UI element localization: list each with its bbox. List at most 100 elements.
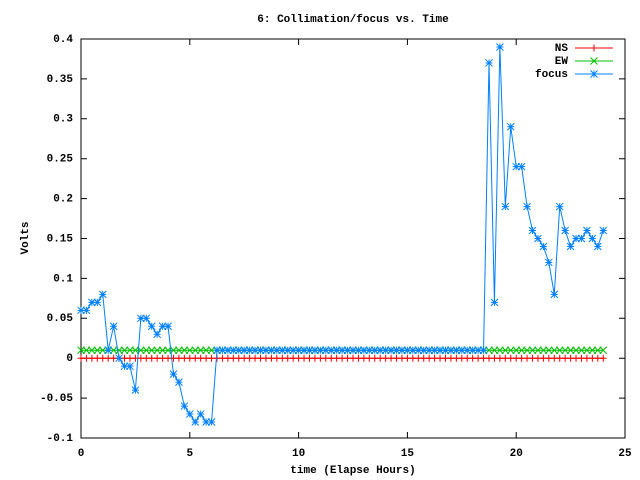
data-point [436, 346, 444, 355]
data-point [272, 346, 281, 355]
data-point [485, 346, 493, 355]
data-point [142, 346, 151, 355]
data-point [88, 298, 96, 307]
data-point [599, 346, 608, 355]
y-tick-label: 0.3 [53, 114, 73, 126]
data-point [115, 354, 123, 363]
data-point [468, 346, 477, 355]
data-point [392, 346, 401, 355]
data-point [539, 242, 548, 251]
data-point [289, 346, 298, 355]
data-point [158, 322, 167, 331]
data-point [240, 346, 249, 355]
data-point [120, 346, 129, 355]
legend-marker [590, 70, 598, 78]
data-point [267, 346, 276, 355]
data-point [349, 346, 357, 355]
data-point [224, 346, 232, 355]
data-point [169, 370, 178, 379]
data-point [550, 290, 559, 299]
data-point [93, 298, 102, 307]
series-line [81, 46, 604, 423]
data-point [490, 346, 499, 355]
data-point [506, 122, 515, 131]
x-tick-label: 10 [292, 448, 305, 460]
data-point [583, 346, 591, 355]
data-point [544, 346, 553, 355]
data-point [262, 346, 270, 355]
data-point [376, 346, 385, 355]
y-tick-label: 0.15 [47, 233, 74, 245]
data-point [218, 346, 227, 355]
data-point [251, 346, 259, 355]
data-point [82, 306, 91, 315]
data-point [147, 322, 156, 331]
data-point [327, 346, 336, 355]
data-point [408, 346, 417, 355]
data-point [175, 378, 183, 386]
x-tick-label: 25 [618, 448, 632, 460]
legend-marker [590, 44, 598, 52]
series [77, 43, 608, 426]
data-point [338, 346, 346, 355]
data-point [354, 346, 363, 355]
y-tick-label: 0.25 [47, 154, 74, 166]
data-point [185, 346, 194, 355]
data-point [104, 346, 113, 355]
data-point [561, 226, 570, 235]
plot-frame [80, 38, 626, 439]
data-point [256, 346, 265, 355]
data-point [534, 346, 542, 355]
data-point [506, 346, 515, 355]
data-point [544, 258, 553, 267]
data-point [98, 290, 107, 299]
data-point [136, 314, 145, 323]
data-point [278, 346, 287, 355]
data-point [555, 202, 564, 211]
y-tick-label: 0 [66, 353, 73, 365]
data-point [474, 346, 482, 355]
data-point [414, 346, 423, 355]
x-axis-label: time (Elapse Hours) [290, 465, 415, 477]
data-point [496, 43, 504, 51]
data-point [577, 346, 586, 355]
data-point [131, 386, 140, 394]
data-point [109, 346, 118, 355]
data-point [213, 346, 221, 355]
data-point [430, 346, 439, 355]
data-point [82, 346, 91, 355]
data-point [360, 346, 368, 355]
data-point [572, 346, 580, 355]
data-point [512, 346, 521, 355]
data-point [512, 162, 521, 171]
data-point [599, 226, 608, 235]
data-point [501, 202, 510, 211]
x-tick-label: 20 [510, 448, 523, 460]
data-point [398, 346, 406, 355]
data-point [245, 346, 254, 355]
data-point [593, 346, 602, 355]
data-point [343, 346, 352, 355]
data-point [441, 346, 450, 355]
data-point [115, 346, 123, 355]
data-point [77, 306, 85, 315]
data-point [207, 418, 216, 426]
data-point [501, 346, 510, 355]
data-point [539, 346, 548, 355]
data-point [566, 346, 575, 355]
data-point [452, 346, 461, 355]
data-point [528, 226, 537, 235]
data-point [555, 346, 564, 355]
data-point [158, 346, 167, 355]
y-tick-label: 0.4 [53, 34, 73, 46]
data-point [588, 346, 597, 355]
data-point [321, 346, 330, 355]
data-point [387, 346, 395, 355]
data-point [523, 346, 531, 355]
data-point [496, 346, 504, 355]
y-tick-label: 0.35 [47, 74, 74, 86]
data-point [234, 346, 243, 355]
data-point [463, 346, 472, 355]
